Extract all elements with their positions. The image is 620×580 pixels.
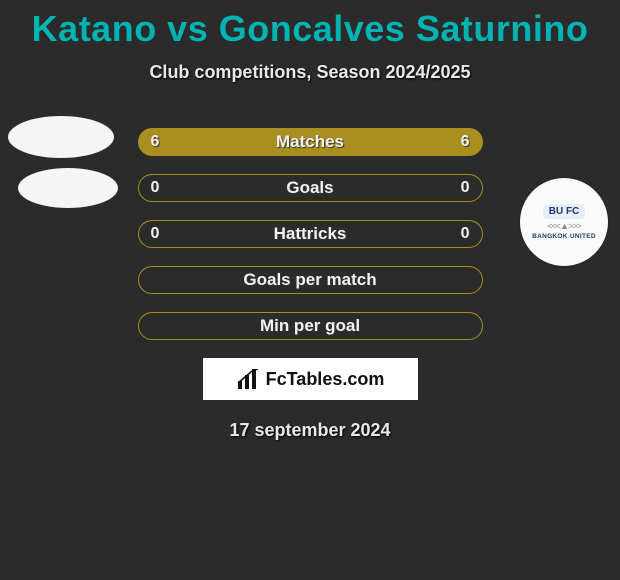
page-title: Katano vs Goncalves Saturnino	[0, 0, 620, 50]
brand-text: FcTables.com	[266, 369, 385, 390]
stat-label: Hattricks	[274, 224, 347, 244]
club-name: BANGKOK UNITED	[532, 233, 596, 240]
stat-value-right: 0	[461, 179, 470, 197]
stat-value-right: 6	[461, 133, 470, 151]
stat-value-right: 0	[461, 225, 470, 243]
stat-bar: Goals per match	[138, 266, 483, 294]
stat-label: Matches	[276, 132, 344, 152]
date-line: 17 september 2024	[0, 420, 620, 441]
stat-bar: 0 Hattricks 0	[138, 220, 483, 248]
brand-box: FcTables.com	[203, 358, 418, 400]
stat-bar: 6 Matches 6	[138, 128, 483, 156]
stat-label: Min per goal	[260, 316, 360, 336]
brand-bars-icon	[236, 369, 260, 389]
club-shield-text: BU FC	[543, 204, 586, 219]
stat-bar: 0 Goals 0	[138, 174, 483, 202]
player-avatar-left-2	[18, 168, 118, 208]
club-badge-right: BU FC <<<▲>>> BANGKOK UNITED	[520, 178, 608, 266]
stat-bar: Min per goal	[138, 312, 483, 340]
stat-value-left: 0	[151, 225, 160, 243]
page-subtitle: Club competitions, Season 2024/2025	[0, 62, 620, 83]
stat-label: Goals	[286, 178, 333, 198]
stat-value-left: 0	[151, 179, 160, 197]
player-avatar-left-1	[8, 116, 114, 158]
club-wings-icon: <<<▲>>>	[547, 221, 580, 231]
stat-label: Goals per match	[243, 270, 376, 290]
stat-value-left: 6	[151, 133, 160, 151]
